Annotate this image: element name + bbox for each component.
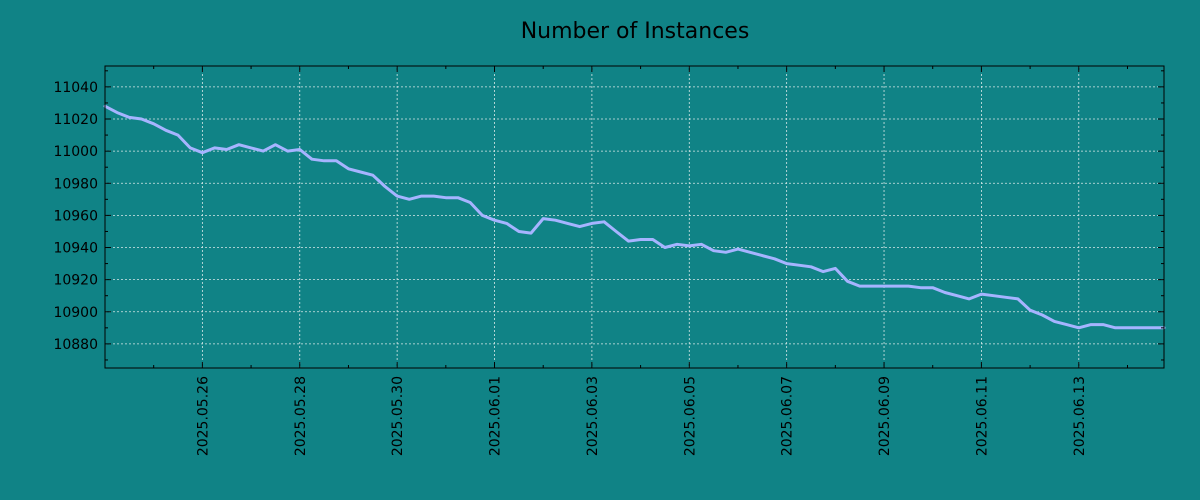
axis-ticks <box>104 66 1164 368</box>
x-tick-label: 2025.05.28 <box>293 376 309 456</box>
series-layer <box>103 104 1166 330</box>
y-tick-label: 10900 <box>53 305 98 321</box>
x-axis-labels: 2025.05.26 2025.05.28 2025.05.30 2025.06.01… <box>195 376 1087 456</box>
series-line <box>103 104 1166 330</box>
chart-title: Number of Instances <box>521 19 750 44</box>
y-tick-label: 11020 <box>53 112 98 128</box>
x-tick-label: 2025.05.30 <box>390 376 406 456</box>
y-tick-label: 10880 <box>53 337 98 353</box>
plot-frame <box>104 65 1165 369</box>
x-tick-label: 2025.06.07 <box>780 376 796 456</box>
x-tick-label: 2025.06.09 <box>877 376 893 456</box>
y-tick-label: 10960 <box>53 208 98 224</box>
y-tick-label: 11000 <box>53 144 98 160</box>
x-tick-label: 2025.06.01 <box>488 376 504 456</box>
x-tick-label: 2025.06.11 <box>974 376 990 456</box>
y-tick-label: 10980 <box>53 176 98 192</box>
x-tick-label: 2025.05.26 <box>195 376 211 456</box>
y-tick-label: 10940 <box>53 241 98 257</box>
grid <box>105 66 1164 368</box>
y-axis-labels: 10880 10900 10920 10940 10960 10980 11000 11020… <box>53 80 98 353</box>
x-tick-label: 2025.06.03 <box>585 376 601 456</box>
y-tick-label: 11040 <box>53 80 98 96</box>
y-tick-label: 10920 <box>53 273 98 289</box>
x-tick-label: 2025.06.13 <box>1072 376 1088 456</box>
x-tick-label: 2025.06.05 <box>682 376 698 456</box>
